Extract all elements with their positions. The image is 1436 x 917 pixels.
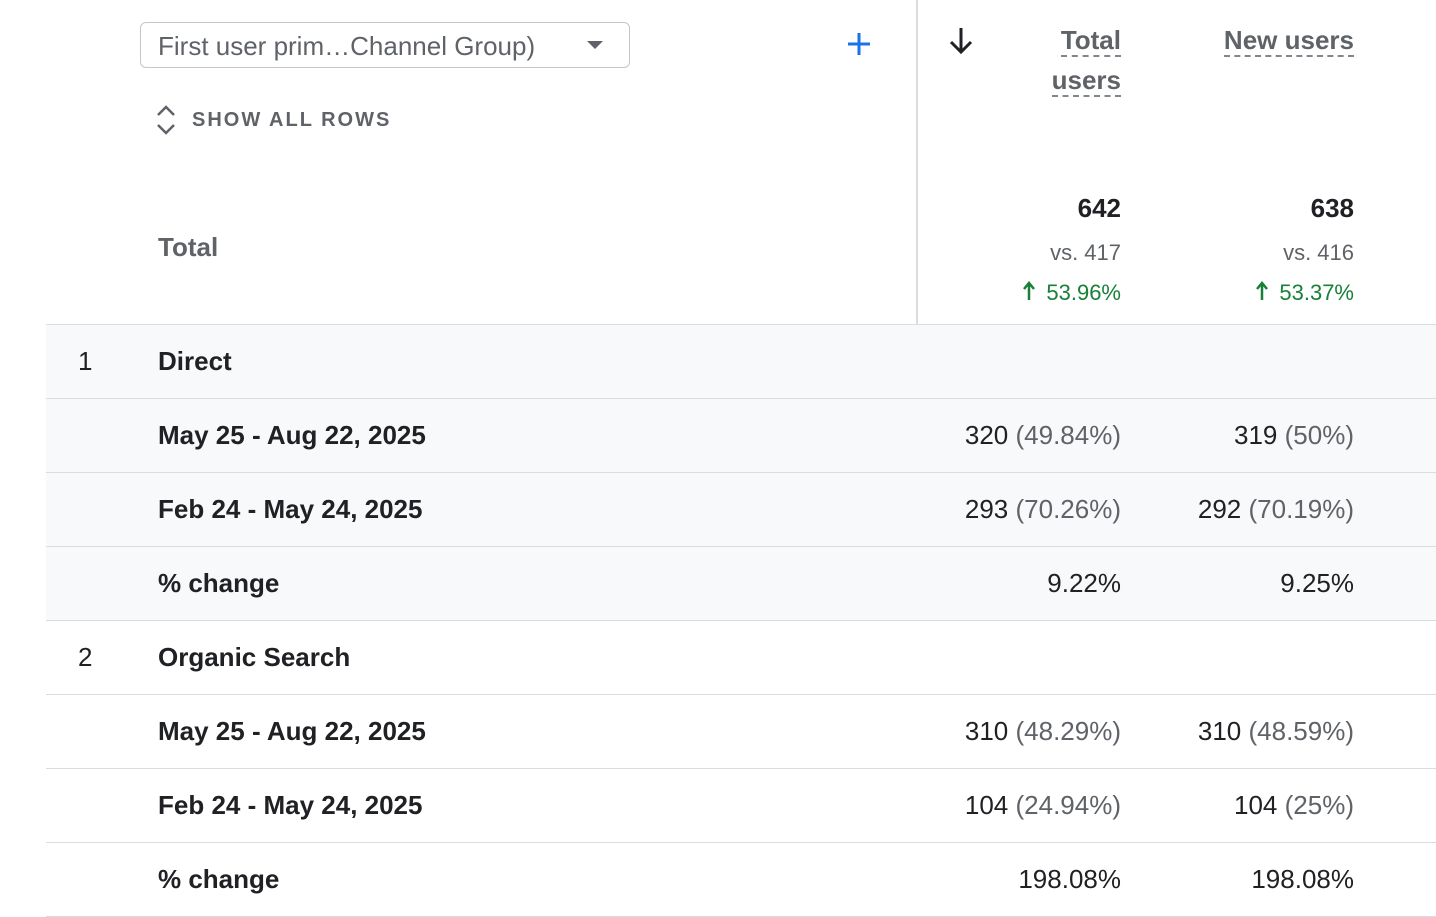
row-label: % change — [158, 568, 280, 598]
row-label: May 25 - Aug 22, 2025 — [158, 716, 426, 746]
data-row: Feb 24 - May 24, 2025 104 (24.94%) 104 (25… — [46, 769, 1436, 843]
cell: 292 (70.19%) — [1198, 494, 1354, 525]
total-vs: vs. 416 — [1283, 240, 1354, 265]
cell: 9.25% — [1280, 568, 1354, 599]
cell-share: (50%) — [1284, 420, 1354, 450]
group-name: Direct — [158, 346, 232, 376]
column-header[interactable]: Total users — [1021, 20, 1121, 100]
cell-value: 198.08% — [1251, 864, 1354, 894]
column-header-text: Total users — [1051, 25, 1121, 97]
data-row: May 25 - Aug 22, 2025 310 (48.29%) 310 (48… — [46, 695, 1436, 769]
cell: 310 (48.59%) — [1198, 716, 1354, 747]
cell: 293 (70.26%) — [965, 494, 1121, 525]
cell-value: 320 — [964, 420, 1009, 450]
total-value: 638 — [1310, 193, 1354, 223]
sort-arrow[interactable] — [948, 26, 974, 56]
total-vs: vs. 417 — [1050, 240, 1121, 265]
data-row: Feb 24 - May 24, 2025 293 (70.26%) 292 (70… — [46, 473, 1436, 547]
cell-share: (48.59%) — [1248, 716, 1355, 746]
cell: 198.08% — [1018, 864, 1121, 895]
total-change: 53.96% — [1022, 280, 1121, 306]
cell-value: 9.25% — [1280, 568, 1354, 598]
data-row: % change 9.22% 9.25% — [46, 547, 1436, 621]
data-row: May 25 - Aug 22, 2025 320 (49.84%) 319 (50… — [46, 399, 1436, 473]
column-header[interactable]: New users — [1154, 20, 1354, 60]
cell-value: 310 — [964, 716, 1009, 746]
cell: 319 (50%) — [1234, 420, 1354, 451]
dimension-selector-text: First user prim…Channel Group) — [158, 31, 536, 61]
change-text: 53.96% — [1046, 280, 1121, 305]
group-row[interactable]: 1 Direct — [46, 325, 1436, 399]
total-change: 53.37% — [1255, 280, 1354, 306]
rule — [46, 324, 1436, 325]
cell-value: 104 — [1234, 790, 1278, 820]
cell-value: 198.08% — [1018, 864, 1121, 894]
cell-value: 310 — [1197, 716, 1242, 746]
cell-share: (25%) — [1284, 790, 1354, 820]
cell-share: (48.29%) — [1015, 716, 1122, 746]
up-arrow — [1256, 281, 1269, 300]
dimension-selector[interactable]: First user prim…Channel Group) — [140, 22, 630, 68]
cell-value: 293 — [964, 494, 1009, 524]
cell: 104 (24.94%) — [965, 790, 1121, 821]
row-label: Feb 24 - May 24, 2025 — [158, 790, 423, 820]
cell: 198.08% — [1251, 864, 1354, 895]
cell: 9.22% — [1047, 568, 1121, 599]
group-row[interactable]: 2 Organic Search — [46, 621, 1436, 695]
row-label: May 25 - Aug 22, 2025 — [158, 420, 426, 450]
change-text: 53.37% — [1279, 280, 1354, 305]
row-label: % change — [158, 864, 280, 894]
group-name: Organic Search — [158, 642, 351, 672]
up-arrow — [1023, 281, 1036, 300]
cell: 104 (25%) — [1234, 790, 1354, 821]
cell: 320 (49.84%) — [965, 420, 1121, 451]
total-value: 642 — [1077, 193, 1121, 223]
total-label: Total — [158, 232, 219, 262]
cell-value: 9.22% — [1047, 568, 1121, 598]
cell-share: (70.26%) — [1015, 494, 1122, 524]
row-index: 1 — [78, 346, 93, 376]
expand-icon[interactable] — [154, 104, 178, 136]
show-all-rows[interactable]: SHOW ALL ROWS — [192, 109, 392, 131]
row-index: 2 — [78, 642, 93, 672]
cell-share: (24.94%) — [1015, 790, 1122, 820]
data-row: % change 198.08% 198.08% — [46, 843, 1436, 917]
cell-value: 104 — [964, 790, 1009, 820]
dropdown-arrow — [587, 41, 603, 49]
column-header-text: New users — [1223, 25, 1354, 57]
cell-value: 319 — [1234, 420, 1278, 450]
cell-value: 292 — [1197, 494, 1242, 524]
cell-share: (70.19%) — [1248, 494, 1355, 524]
cell-share: (49.84%) — [1015, 420, 1122, 450]
row-label: Feb 24 - May 24, 2025 — [158, 494, 423, 524]
add-button[interactable] — [846, 31, 872, 57]
cell: 310 (48.29%) — [965, 716, 1121, 747]
